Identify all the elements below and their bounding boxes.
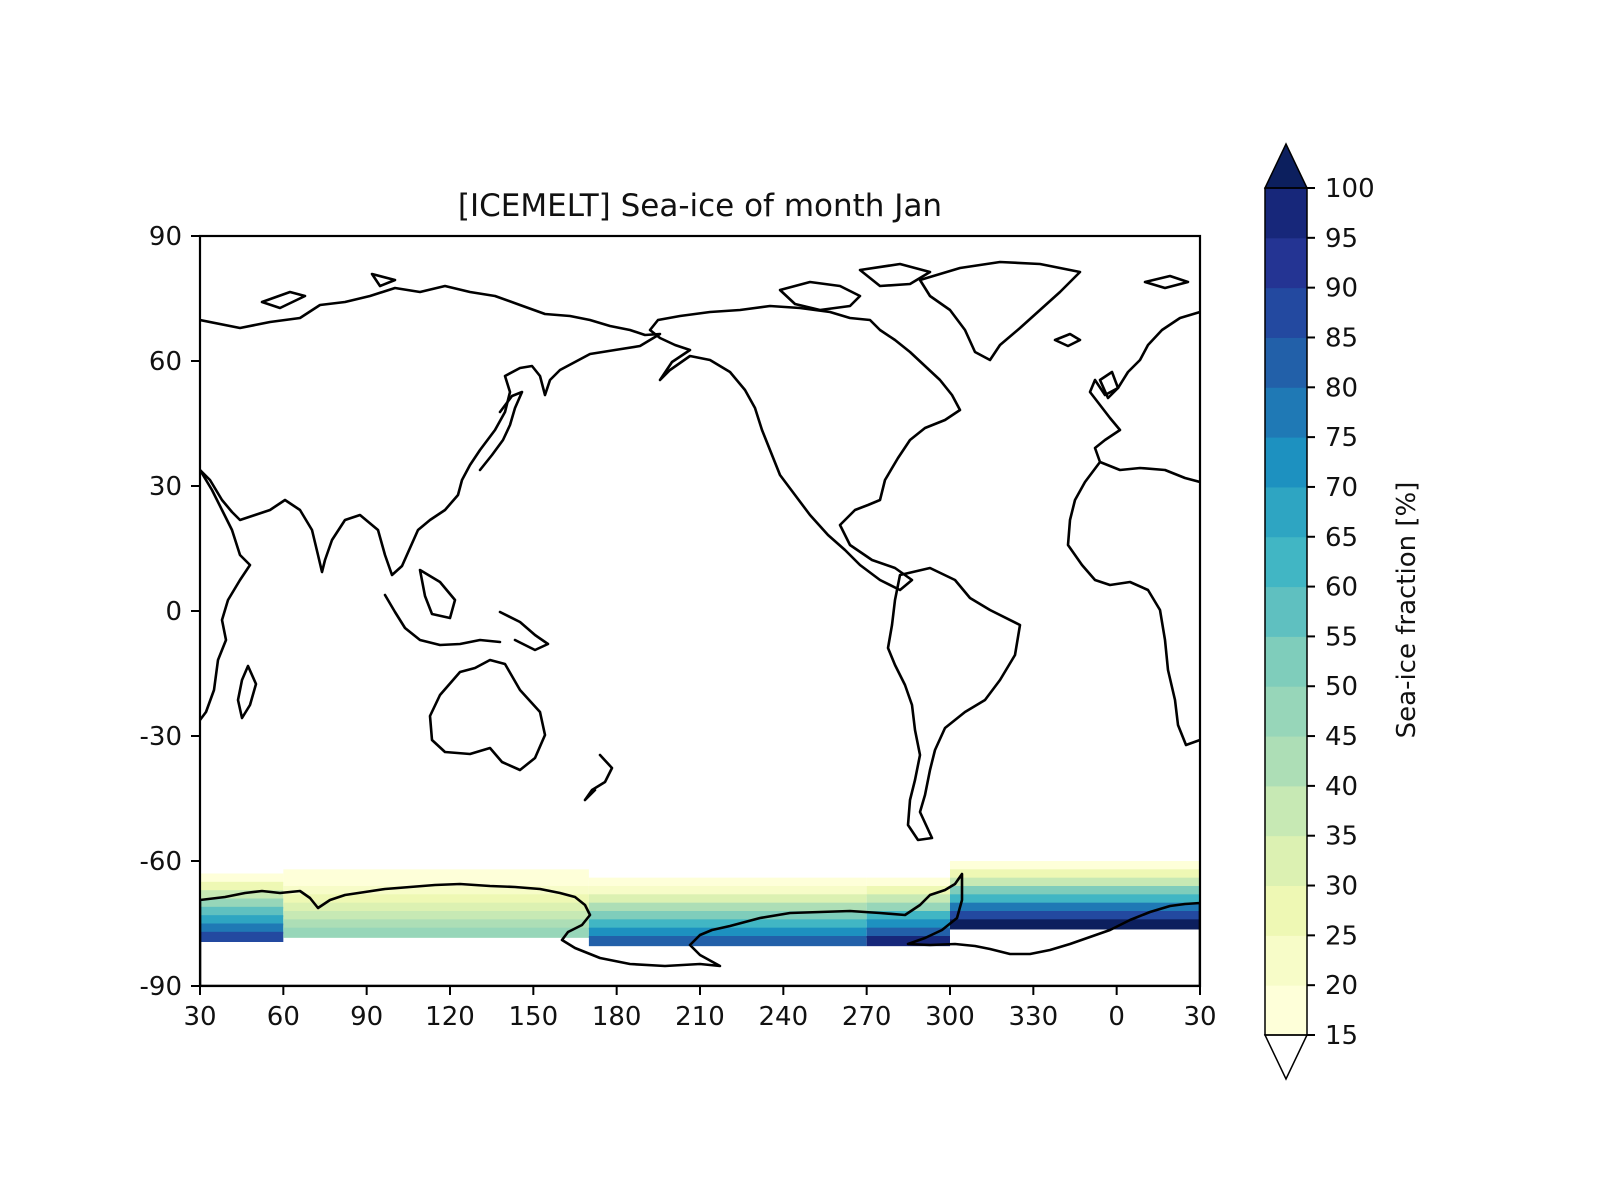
map-title: [ICEMELT] Sea-ice of month Jan (458, 188, 942, 224)
map-plot-area (200, 236, 1200, 986)
colorbar-segment (1265, 188, 1307, 238)
x-tick-label: 240 (759, 1002, 809, 1032)
colorbar-segment (1265, 836, 1307, 886)
colorbar-tick-label: 30 (1325, 872, 1358, 902)
sea-ice-cell (283, 928, 589, 938)
colorbar-tick-label: 90 (1325, 274, 1358, 304)
x-tick-label: 330 (1009, 1002, 1059, 1032)
colorbar-segment (1265, 686, 1307, 736)
colorbar-tick-label: 35 (1325, 822, 1358, 852)
colorbar: 15 20 25 30 35 40 45 50 55 60 65 70 75 80 85 90 95 100 (1265, 144, 1375, 1079)
colorbar-segment (1265, 387, 1307, 437)
colorbar-tick-label: 75 (1325, 423, 1358, 453)
colorbar-tick-label: 85 (1325, 323, 1358, 353)
y-tick-label: 0 (165, 597, 182, 627)
y-tick-label: -30 (140, 722, 182, 752)
y-tick-label: -90 (140, 972, 182, 1002)
colorbar-tick-label: 50 (1325, 672, 1358, 702)
x-axis: 30 60 90 120 150 180 210 240 270 300 330 0 30 (183, 986, 1216, 1032)
x-tick-label: 210 (675, 1002, 725, 1032)
colorbar-tick-label: 60 (1325, 573, 1358, 603)
colorbar-tick-label: 25 (1325, 921, 1358, 951)
colorbar-label: Sea-ice fraction [%] (1392, 482, 1422, 739)
colorbar-segment (1265, 636, 1307, 686)
x-tick-label: 30 (1183, 1002, 1216, 1032)
x-tick-label: 90 (350, 1002, 383, 1032)
colorbar-tick-label: 95 (1325, 224, 1358, 254)
colorbar-segment (1265, 337, 1307, 387)
colorbar-segment (1265, 736, 1307, 786)
y-tick-label: 90 (149, 222, 182, 252)
colorbar-segment (1265, 487, 1307, 537)
colorbar-segment (1265, 786, 1307, 836)
y-tick-label: -60 (140, 847, 182, 877)
x-tick-label: 270 (842, 1002, 892, 1032)
sea-ice-cell (950, 919, 1200, 929)
colorbar-segment (1265, 587, 1307, 637)
x-tick-label: 0 (1108, 1002, 1125, 1032)
y-tick-label: 30 (149, 472, 182, 502)
colorbar-tick-label: 40 (1325, 772, 1358, 802)
colorbar-segment (1265, 537, 1307, 587)
colorbar-segment (1265, 288, 1307, 338)
colorbar-tick-label: 15 (1325, 1021, 1358, 1051)
x-tick-label: 150 (509, 1002, 559, 1032)
colorbar-segment (1265, 437, 1307, 487)
colorbar-tick-label: 70 (1325, 473, 1358, 503)
colorbar-segment (1265, 985, 1307, 1035)
x-tick-label: 120 (425, 1002, 475, 1032)
colorbar-extend-max (1265, 144, 1307, 188)
colorbar-tick-label: 65 (1325, 523, 1358, 553)
colorbar-tick-label: 45 (1325, 722, 1358, 752)
colorbar-tick-label: 80 (1325, 373, 1358, 403)
x-tick-label: 60 (267, 1002, 300, 1032)
colorbar-segment (1265, 935, 1307, 985)
x-tick-label: 180 (592, 1002, 642, 1032)
colorbar-tick-label: 20 (1325, 971, 1358, 1001)
y-axis: 90 60 30 0 -30 -60 -90 (140, 222, 200, 1002)
x-tick-label: 30 (183, 1002, 216, 1032)
sea-ice-cell (589, 936, 867, 946)
x-tick-label: 300 (925, 1002, 975, 1032)
colorbar-tick-label: 100 (1325, 174, 1375, 204)
colorbar-segment (1265, 238, 1307, 288)
y-tick-label: 60 (149, 347, 182, 377)
sea-ice-cell (200, 932, 283, 942)
colorbar-segment (1265, 886, 1307, 936)
colorbar-tick-label: 55 (1325, 622, 1358, 652)
colorbar-extend-min (1265, 1035, 1307, 1079)
